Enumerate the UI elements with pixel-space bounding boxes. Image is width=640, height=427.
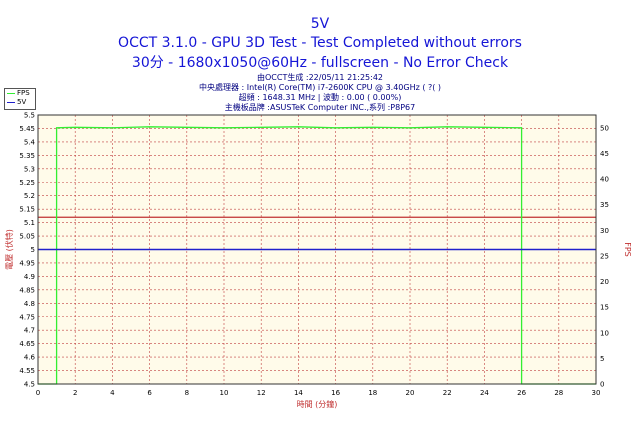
- info-cpu: 中央處理器 : Intel(R) Core(TM) i7-2600K CPU @…: [198, 83, 442, 92]
- y2-tick-label: 50: [600, 124, 609, 132]
- y-tick-label: 5.05: [19, 233, 35, 241]
- y-axis-label: 電壓 (伏特): [4, 229, 14, 270]
- legend-item-5v: 5V: [5, 98, 35, 107]
- chart-subtitle-config: 30分 - 1680x1050@60Hz - fullscreen - No E…: [131, 55, 509, 71]
- info-clock: 超頻 : 1648.31 MHz | 波動 : 0.00 ( 0.00%): [238, 93, 402, 102]
- info-motherboard: 主機板品牌 :ASUSTeK Computer INC.,系列 :P8P67: [224, 103, 416, 112]
- y2-tick-label: 45: [600, 150, 609, 158]
- y2-tick-label: 35: [600, 201, 609, 209]
- x-axis-ticks: 0 2 4 6 8 10 12 14 16 18 20 22 24 26 28 30: [36, 389, 601, 397]
- x-tick-label: 22: [443, 389, 452, 397]
- y2-tick-label: 5: [600, 355, 604, 363]
- x-tick-label: 4: [110, 389, 115, 397]
- chart-subtitle-test: OCCT 3.1.0 - GPU 3D Test - Test Complete…: [118, 35, 522, 51]
- legend-label-fps: FPS: [17, 89, 30, 97]
- y-tick-label: 4.9: [24, 273, 35, 281]
- x-tick-label: 8: [185, 389, 189, 397]
- series-line-fps: [38, 126, 596, 385]
- y-axis-ticks: 4.5 4.55 4.6 4.65 4.7 4.75 4.8 4.85 4.9 4.95 5 5.05…: [19, 112, 35, 389]
- x-tick-label: 10: [220, 389, 229, 397]
- x-tick-label: 16: [331, 389, 340, 397]
- x-tick-label: 6: [147, 389, 152, 397]
- y2-axis-ticks: 0 5 10 15 20 25 30 35 40 45 50: [600, 124, 609, 388]
- y2-tick-label: 20: [600, 278, 609, 286]
- x-axis-label: 時間 (分鐘): [297, 399, 338, 409]
- series-lines: [38, 126, 596, 385]
- y-tick-label: 4.65: [19, 340, 35, 348]
- y-tick-label: 4.5: [24, 381, 35, 389]
- y2-tick-label: 30: [600, 227, 609, 235]
- y-tick-label: 4.8: [24, 300, 35, 308]
- y2-tick-label: 15: [600, 304, 609, 312]
- y-tick-label: 4.7: [24, 327, 35, 335]
- legend-item-fps: FPS: [5, 89, 35, 98]
- legend-label-5v: 5V: [17, 98, 27, 106]
- plot-border: [37, 114, 597, 385]
- x-tick-label: 20: [406, 389, 415, 397]
- y-tick-label: 5.4: [24, 138, 36, 146]
- y-tick-label: 5.25: [19, 179, 35, 187]
- y-tick-label: 4.95: [19, 259, 35, 267]
- x-tick-label: 24: [480, 389, 489, 397]
- y2-tick-label: 40: [600, 176, 609, 184]
- x-tick-label: 12: [257, 389, 266, 397]
- legend-swatch-fps: [7, 93, 15, 94]
- y-tick-label: 5.2: [24, 192, 35, 200]
- y-tick-label: 4.6: [24, 354, 36, 362]
- y-tick-label: 4.85: [19, 286, 35, 294]
- chart-title: 5V: [310, 16, 330, 32]
- x-tick-label: 18: [368, 389, 377, 397]
- x-tick-label: 0: [36, 389, 40, 397]
- y-tick-label: 5.45: [19, 125, 35, 133]
- y-tick-label: 5.1: [24, 219, 35, 227]
- y2-tick-label: 10: [600, 329, 609, 337]
- x-tick-label: 28: [554, 389, 563, 397]
- y-tick-label: 5.5: [24, 112, 35, 120]
- chart-legend: FPS 5V: [4, 88, 36, 110]
- y-tick-label: 4.75: [19, 313, 35, 321]
- y2-tick-label: 25: [600, 252, 609, 260]
- x-tick-label: 30: [592, 389, 601, 397]
- y-tick-label: 5.3: [24, 165, 35, 173]
- x-tick-label: 14: [294, 389, 303, 397]
- y-tick-label: 5.35: [19, 152, 35, 160]
- y2-tick-label: 0: [600, 381, 604, 389]
- y-tick-label: 5: [31, 246, 35, 254]
- y-tick-label: 5.15: [19, 206, 35, 214]
- x-tick-label: 26: [517, 389, 526, 397]
- y2-axis-label: FPS: [623, 242, 632, 257]
- x-tick-label: 2: [73, 389, 77, 397]
- y-tick-label: 4.55: [19, 367, 35, 375]
- info-generated: 由OCCT生成 :22/05/11 21:25:42: [257, 73, 383, 82]
- legend-swatch-5v: [7, 102, 15, 103]
